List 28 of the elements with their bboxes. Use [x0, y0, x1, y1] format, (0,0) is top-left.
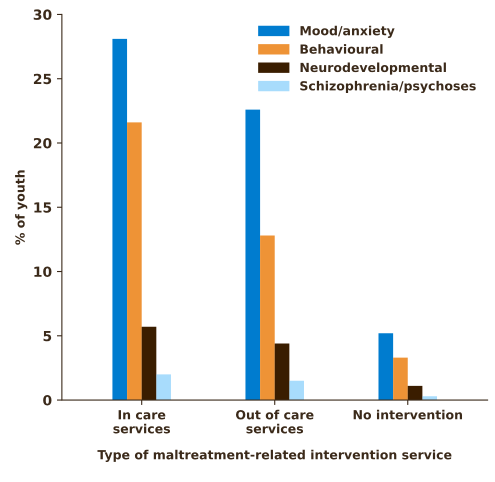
y-tick-label: 25 — [34, 74, 52, 84]
y-tick-label: 0 — [43, 395, 52, 406]
bar — [393, 358, 408, 400]
bar — [142, 326, 156, 400]
bar — [260, 236, 275, 400]
x-tick-label: In care services — [113, 410, 170, 434]
y-tick-label: 30 — [34, 9, 52, 20]
y-tick-label: 5 — [44, 330, 52, 342]
bar — [112, 38, 128, 400]
legend-label: Neurodevelopmental — [300, 62, 446, 75]
x-axis-title: Type of maltreatment-related intervention service — [97, 450, 452, 462]
bar — [156, 374, 171, 400]
x-tick-label: Out of care services — [236, 410, 314, 434]
bar — [408, 386, 422, 400]
y-tick-label: 20 — [34, 138, 52, 148]
bar — [289, 380, 304, 400]
y-axis-title: % of youth — [15, 170, 28, 245]
bar — [378, 333, 394, 400]
legend-label: Mood/anxiety — [300, 26, 395, 38]
bar — [127, 122, 142, 400]
legend-label: Schizophrenia/psychoses — [300, 80, 476, 94]
y-tick-label: 10 — [34, 266, 52, 277]
bar — [274, 344, 290, 400]
bar — [245, 110, 260, 400]
bar — [422, 396, 438, 400]
legend-label: Behavioural — [300, 44, 382, 54]
y-tick-label: 15 — [34, 202, 52, 213]
x-tick-label: No intervention — [354, 410, 462, 420]
